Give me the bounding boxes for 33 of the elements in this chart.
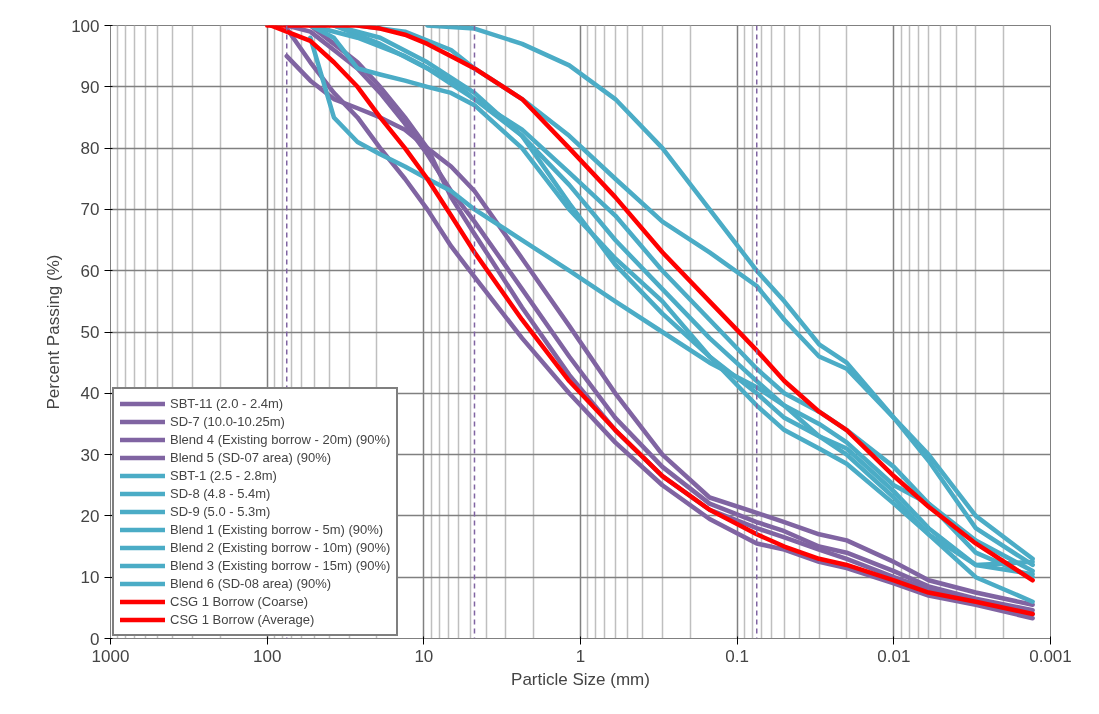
y-tick-label: 10 (80, 568, 100, 588)
y-tick-label: 30 (80, 445, 100, 465)
x-tick-label: 0.001 (1029, 646, 1072, 666)
legend-label: SBT-11 (2.0 - 2.4m) (170, 395, 284, 412)
legend-label: SBT-1 (2.5 - 2.8m) (170, 467, 277, 484)
legend-label: Blend 5 (SD-07 area) (90%) (170, 449, 332, 466)
legend-label: Blend 6 (SD-08 area) (90%) (170, 575, 332, 592)
x-tick-label: 0.1 (725, 646, 749, 666)
legend-label: Blend 2 (Existing borrow - 10m) (90%) (170, 539, 391, 556)
y-axis-title: Percent Passing (%) (44, 254, 64, 410)
x-tick-label: 100 (252, 646, 282, 666)
legend-label: Blend 3 (Existing borrow - 15m) (90%) (170, 557, 391, 574)
x-tick-label: 0.01 (877, 646, 911, 666)
x-axis-title: Particle Size (mm) (511, 669, 650, 689)
legend-label: Blend 4 (Existing borrow - 20m) (90%) (170, 431, 391, 448)
y-tick-label: 60 (80, 261, 100, 281)
legend-label: SD-8 (4.8 - 5.4m) (170, 485, 271, 502)
y-tick-label: 50 (80, 323, 100, 342)
x-tick-label: 1000 (91, 646, 130, 666)
y-tick-label: 80 (80, 139, 100, 159)
y-tick-label: 100 (71, 16, 100, 36)
legend-label: SD-9 (5.0 - 5.3m) (170, 503, 271, 520)
y-tick-label: 40 (80, 384, 100, 404)
legend-label: CSG 1 Borrow (Average) (170, 611, 315, 628)
x-tick-label: 10 (414, 646, 434, 666)
legend-label: Blend 1 (Existing borrow - 5m) (90%) (170, 521, 384, 538)
y-tick-label: 20 (80, 506, 100, 526)
x-tick-label: 1 (575, 646, 586, 666)
legend-label: SD-7 (10.0-10.25m) (170, 413, 285, 430)
y-tick-label: 0 (90, 629, 100, 649)
y-tick-label: 70 (80, 200, 100, 220)
y-tick-label: 90 (80, 77, 100, 97)
legend-label: CSG 1 Borrow (Coarse) (170, 593, 308, 610)
